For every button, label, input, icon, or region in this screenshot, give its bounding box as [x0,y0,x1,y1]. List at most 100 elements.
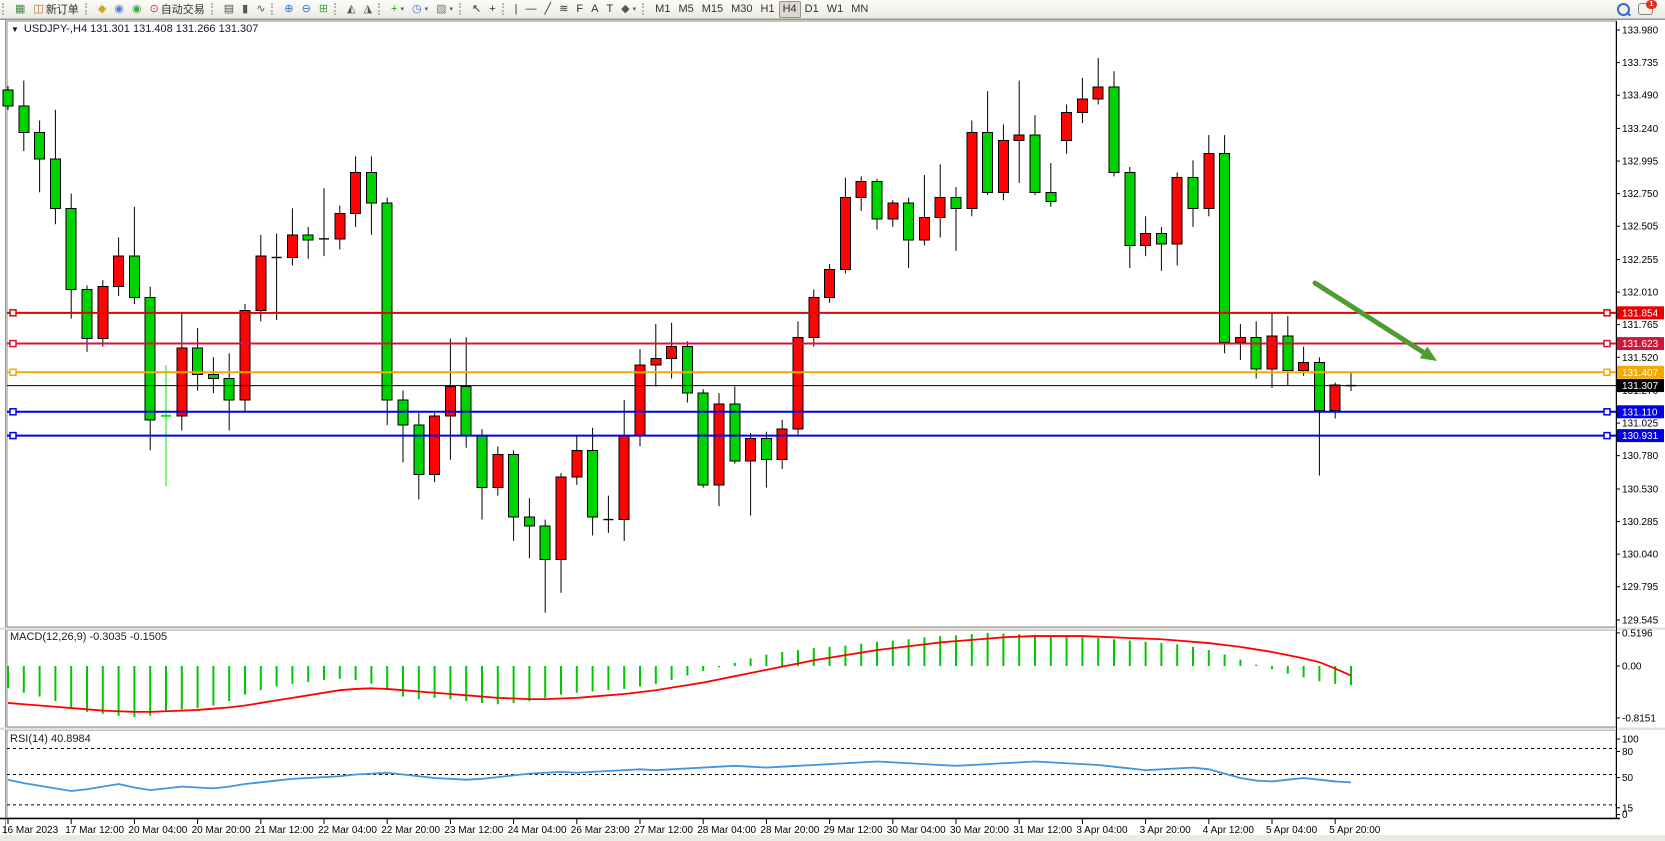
cursor-button[interactable]: ↖ [468,1,485,18]
chart-collapse-icon[interactable]: ▼ [11,24,19,34]
candlestick-button[interactable]: ▮ [238,1,252,18]
price-level-badge [1617,337,1664,351]
pane-separator [0,627,1665,630]
bear-candle [413,424,425,475]
tile-windows-button[interactable]: ⊞ [315,1,332,18]
timeframe-button-m15[interactable]: M15 [698,1,727,18]
price-tick-label: 132.010 [1622,288,1659,299]
pane-separator [0,727,1665,730]
new-chart-button[interactable]: ▦ [11,1,29,18]
zoom-in-icon: ⊕ [284,2,294,15]
timeframe-button-m30[interactable]: M30 [727,1,756,18]
metaeditor-icon: ◆ [97,2,107,15]
time-tick-label: 27 Mar 12:00 [634,825,693,836]
autotrading-button[interactable]: ⊙ 自动交易 [146,1,209,18]
vertical-line-button[interactable]: | [511,1,522,18]
line-anchor[interactable] [1603,339,1611,348]
templates-button[interactable]: ▨ ▾ [432,1,457,18]
line-chart-button[interactable]: ∿ [252,1,269,18]
timeframe-button-w1[interactable]: W1 [823,1,848,18]
bear-candle [760,437,772,461]
periods-button[interactable]: ◷ ▾ [408,1,432,18]
line-anchor[interactable] [9,408,17,416]
dropdown-arrow-icon[interactable]: ▾ [449,6,453,13]
signals-button[interactable]: ◉ [128,1,146,18]
dropdown-arrow-icon[interactable]: ▾ [400,6,404,13]
line-anchor[interactable] [1603,368,1611,377]
crosshair-button[interactable]: + [485,1,499,18]
bar-chart-button[interactable]: ▤ [220,1,238,18]
line-anchor[interactable] [9,368,17,377]
line-anchor[interactable] [1603,431,1611,440]
timeframe-button-m1[interactable]: M1 [651,1,674,18]
horizontal-line-button[interactable]: — [522,1,541,18]
price-tick-label: 131.025 [1622,419,1659,430]
shapes-button[interactable]: ◆ ▾ [617,1,640,18]
price-level-badge-text: 131.407 [1622,368,1659,379]
price-level-badge [1617,405,1664,419]
bull-candle [824,268,836,298]
chart-area[interactable]: 133.980 133.735 133.490 133.240 132.995 132.7… [0,18,1665,841]
line-anchor[interactable] [9,431,17,440]
search-button[interactable] [1613,1,1634,18]
rsi-scale-label: 80 [1622,747,1634,758]
time-tick-label: 16 Mar 2023 [2,825,59,836]
macd-signal-line [7,635,1352,713]
trendline-button[interactable]: ╱ [541,1,556,18]
trend-arrow[interactable] [1312,280,1427,355]
bull-candle [1298,362,1310,372]
bull-candle [966,131,978,209]
indicators-button[interactable]: + ▾ [387,1,408,18]
timeframe-button-h4[interactable]: H4 [778,0,801,18]
bear-candle [523,516,535,527]
bull-candle [492,453,504,489]
bull-candle [666,346,678,360]
bear-candle [34,131,46,160]
price-tick-label: 129.545 [1622,615,1659,626]
community-button[interactable]: ◉ [110,1,128,18]
toolbar-grip [2,3,9,15]
time-tick-label: 24 Mar 04:00 [508,825,567,836]
shapes-icon: ◆ [621,2,630,15]
community-icon: ◉ [114,2,124,15]
bull-candle [792,336,804,430]
metaeditor-button[interactable]: ◆ [94,1,110,18]
trend-arrow-head[interactable] [1419,346,1437,361]
line-anchor[interactable] [9,339,17,348]
bear-candle [587,449,599,518]
dropdown-arrow-icon[interactable]: ▾ [424,6,429,13]
time-tick-label: 26 Mar 23:00 [571,825,630,836]
zoom-in-button[interactable]: ⊕ [280,1,297,18]
bull-candle [350,171,362,215]
auto-arrange-button[interactable]: ◭ [343,1,359,18]
timeframe-label: H4 [782,3,797,15]
line-anchor[interactable] [1603,309,1611,317]
chart-shift-button[interactable]: ◮ [360,1,376,18]
bull-candle [1266,335,1278,370]
line-anchor[interactable] [9,309,17,317]
notifications-button[interactable]: 1 [1634,0,1657,18]
new-order-button[interactable]: ◫ 新订单 [29,1,82,18]
bull-candle [1076,98,1088,113]
dropdown-arrow-icon[interactable]: ▾ [632,6,637,13]
line-anchor[interactable] [1603,408,1611,416]
toolbar-grip [378,3,385,15]
time-tick-label: 30 Mar 20:00 [950,825,1009,836]
label-button[interactable]: T [602,1,617,18]
text-button[interactable]: A [587,1,602,18]
timeframe-button-mn[interactable]: MN [847,1,872,18]
bear-candle [1108,86,1120,173]
zoom-out-button[interactable]: ⊖ [298,1,315,18]
timeframe-label: M30 [731,3,753,15]
timeframe-button-d1[interactable]: D1 [801,1,823,18]
time-tick-label: 21 Mar 12:00 [255,825,314,836]
timeframe-button-h1[interactable]: H1 [757,1,779,18]
fibonacci-button[interactable]: F [572,1,587,18]
timeframe-label: D1 [804,3,819,15]
auto-arrange-icon: ◭ [347,2,356,15]
bear-candle [697,392,709,486]
timeframe-button-m5[interactable]: M5 [674,1,697,18]
bear-candle [81,288,93,340]
bear-candle [950,197,962,209]
channel-button[interactable]: ≋ [555,1,572,18]
